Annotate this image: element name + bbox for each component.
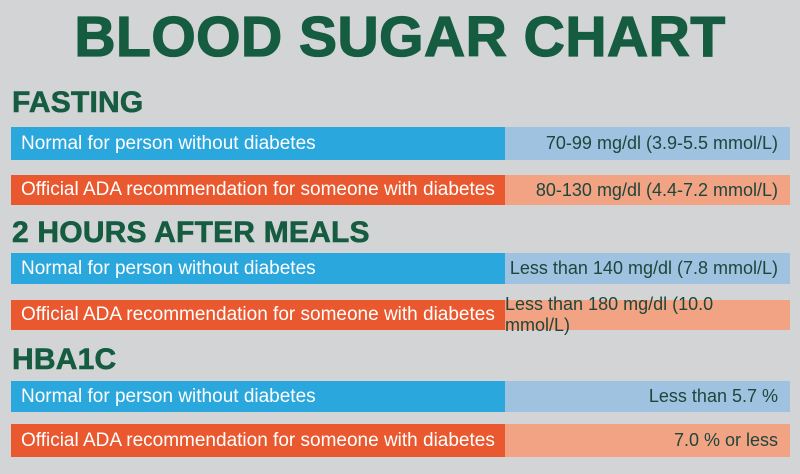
row-label: Normal for person without diabetes xyxy=(21,257,316,279)
row-label: Official ADA recommendation for someone … xyxy=(21,179,495,200)
hba1c-normal-row: Normal for person without diabetes Less … xyxy=(11,381,790,412)
hba1c-ada-value-bar: 7.0 % or less xyxy=(505,424,790,457)
after-meals-ada-row: Official ADA recommendation for someone … xyxy=(11,294,790,335)
after-meals-normal-label-bar: Normal for person without diabetes xyxy=(11,253,505,284)
hba1c-ada-label-bar: Official ADA recommendation for someone … xyxy=(11,424,505,457)
section-heading-hba1c: HBA1C xyxy=(12,343,117,377)
row-value: 70-99 mg/dl (3.9-5.5 mmol/L) xyxy=(545,133,778,153)
fasting-normal-label-bar: Normal for person without diabetes xyxy=(11,127,505,160)
row-label: Normal for person without diabetes xyxy=(21,385,316,407)
hba1c-normal-value-bar: Less than 5.7 % xyxy=(505,381,790,412)
section-heading-after-meals: 2 HOURS AFTER MEALS xyxy=(12,216,370,250)
row-value: 7.0 % or less xyxy=(673,430,778,450)
row-value: 80-130 mg/dl (4.4-7.2 mmol/L) xyxy=(535,179,778,200)
row-label: Normal for person without diabetes xyxy=(21,132,316,154)
row-label: Official ADA recommendation for someone … xyxy=(21,304,495,325)
row-value: Less than 180 mg/dl (10.0 mmol/L) xyxy=(505,294,714,335)
fasting-ada-value-bar: 80-130 mg/dl (4.4-7.2 mmol/L) xyxy=(505,175,790,205)
hba1c-normal-label-bar: Normal for person without diabetes xyxy=(11,381,505,412)
after-meals-ada-label-bar: Official ADA recommendation for someone … xyxy=(11,300,505,330)
after-meals-normal-value-bar: Less than 140 mg/dl (7.8 mmol/L) xyxy=(505,253,790,284)
fasting-ada-row: Official ADA recommendation for someone … xyxy=(11,175,790,205)
hba1c-ada-row: Official ADA recommendation for someone … xyxy=(11,424,790,457)
fasting-normal-row: Normal for person without diabetes 70-99… xyxy=(11,127,790,160)
fasting-normal-value-bar: 70-99 mg/dl (3.9-5.5 mmol/L) xyxy=(505,127,790,160)
after-meals-normal-row: Normal for person without diabetes Less … xyxy=(11,253,790,284)
row-value: Less than 5.7 % xyxy=(648,386,778,406)
after-meals-ada-value-bar: Less than 180 mg/dl (10.0 mmol/L) xyxy=(505,294,790,335)
page-title: BLOOD SUGAR CHART xyxy=(74,5,726,69)
section-heading-fasting: FASTING xyxy=(12,86,144,120)
fasting-ada-label-bar: Official ADA recommendation for someone … xyxy=(11,175,505,205)
row-label: Official ADA recommendation for someone … xyxy=(21,429,495,451)
row-value: Less than 140 mg/dl (7.8 mmol/L) xyxy=(509,258,778,278)
